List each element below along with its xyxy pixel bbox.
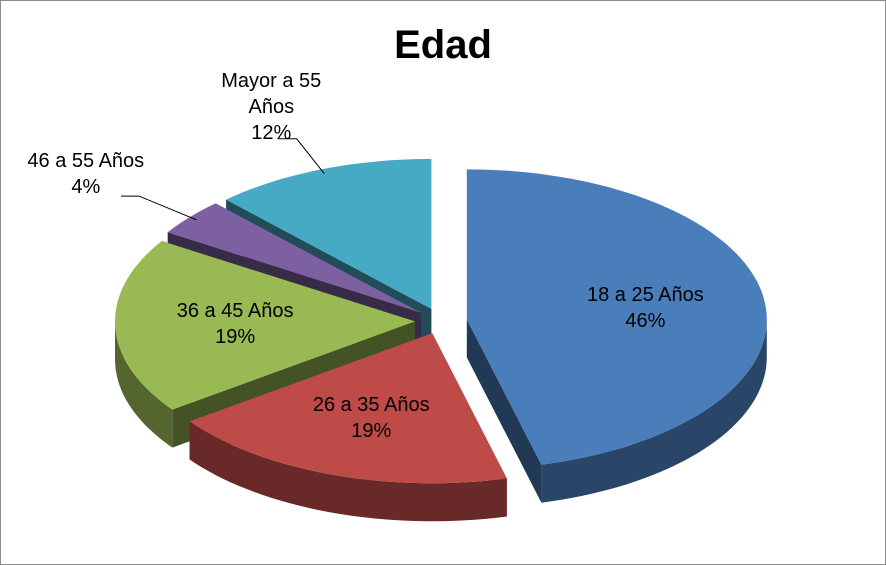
slice-wall: [115, 321, 173, 448]
leader-line: [278, 138, 325, 174]
value-label: 46%: [625, 310, 666, 333]
category-label: Mayor a 55 Años: [221, 69, 322, 118]
slice: [115, 241, 415, 410]
slice-wall: [189, 421, 507, 522]
value-label: 4%: [71, 176, 101, 199]
data-label: 18 a 25 Años 46%: [587, 282, 704, 334]
category-label: 18 a 25 Años: [586, 284, 704, 307]
category-label: 46 a 55 Años: [27, 150, 145, 173]
slice: [466, 169, 767, 465]
chart-title: Edad: [394, 23, 492, 67]
leader-line: [120, 195, 197, 221]
slice: [189, 333, 507, 484]
slice-wall: [541, 319, 767, 503]
data-label: 46 a 55 Años 4%: [27, 148, 144, 200]
value-label: 19%: [351, 419, 392, 442]
slice-side: [466, 319, 542, 503]
value-label: 19%: [215, 326, 256, 349]
category-label: 36 a 45 Años: [176, 300, 294, 323]
slice: [167, 203, 421, 313]
slice: [226, 158, 432, 309]
data-label: Mayor a 55 Años 12%: [206, 68, 336, 146]
data-label: 36 a 45 Años 19%: [177, 298, 294, 350]
category-label: 26 a 35 Años: [312, 393, 430, 416]
value-label: 12%: [251, 121, 292, 144]
data-label: 26 a 35 Años 19%: [313, 392, 430, 444]
